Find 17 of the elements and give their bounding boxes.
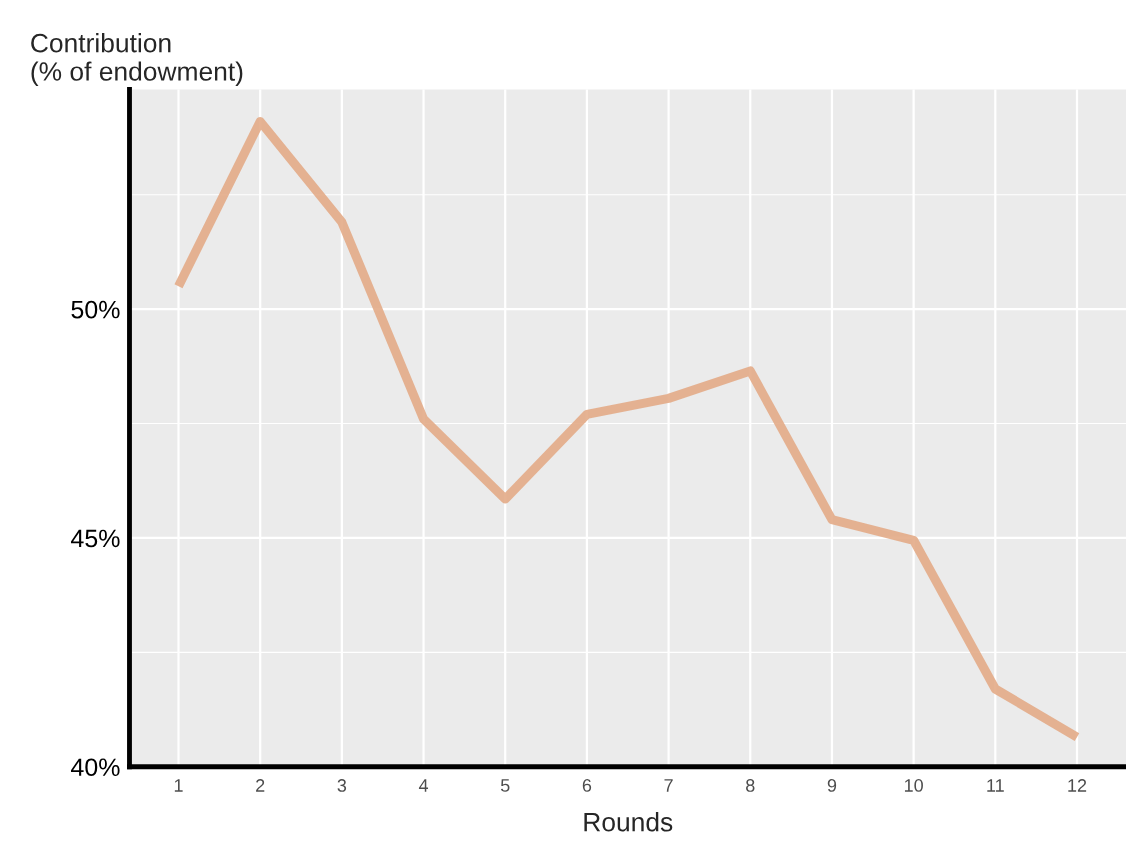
y-tick-label: 40% <box>71 758 120 777</box>
x-tick-label: 1 <box>174 779 183 792</box>
y-tick-label: 45% <box>71 529 120 548</box>
x-axis-title: Rounds <box>584 812 673 832</box>
x-tick-label: 11 <box>987 779 1004 792</box>
x-tick-label: 5 <box>500 779 510 792</box>
x-tick-label: 2 <box>256 779 265 792</box>
y-tick-label: 50% <box>71 300 120 319</box>
x-tick-label: 10 <box>904 779 923 792</box>
x-tick-label: 4 <box>418 779 429 792</box>
x-tick-label: 3 <box>337 779 347 792</box>
y-axis-title: Contribution (% of endowment) <box>31 33 243 87</box>
x-tick-label: 6 <box>582 779 592 792</box>
x-tick-label: 8 <box>746 779 755 792</box>
x-tick-label: 12 <box>1068 779 1087 792</box>
x-tick-label: 7 <box>664 779 673 792</box>
x-tick-label: 9 <box>827 779 837 792</box>
